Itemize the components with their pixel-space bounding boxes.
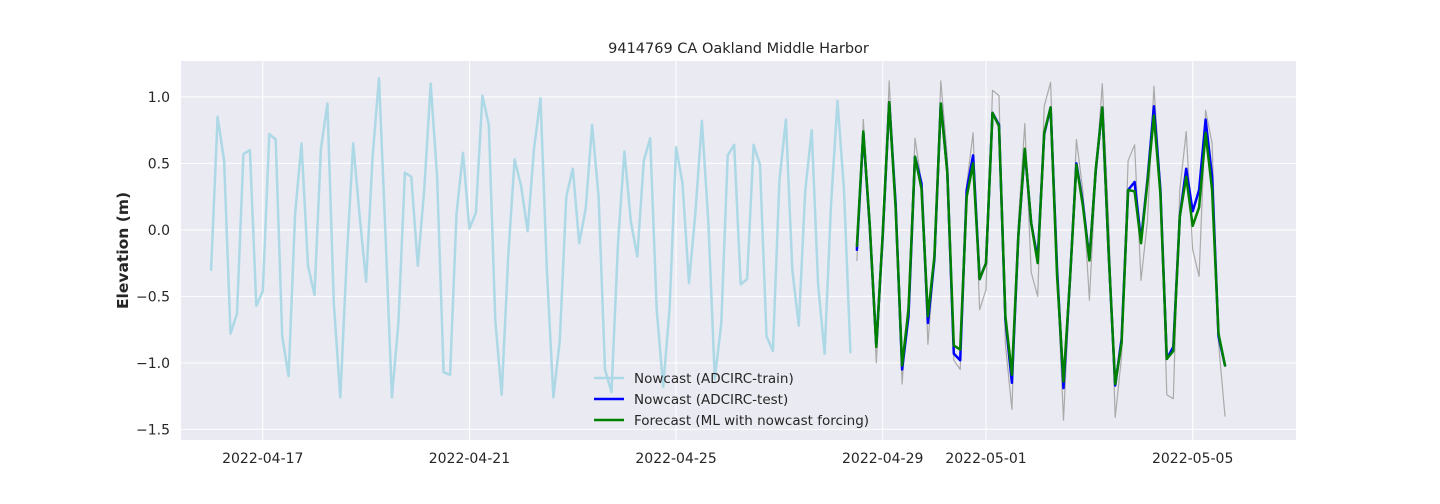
y-tick-label: 0.5: [148, 156, 170, 172]
series-layer: [209, 77, 1227, 421]
series-line-3: [855, 100, 1227, 386]
x-tick-label: 2022-04-21: [429, 451, 510, 467]
y-tick-label: 0.0: [148, 223, 170, 239]
y-tick-label: −1.5: [136, 422, 170, 438]
chart-title: 9414769 CA Oakland Middle Harbor: [608, 41, 869, 57]
series-line-0: [209, 77, 852, 399]
y-tick-label: 1.0: [148, 90, 170, 106]
legend-label: Nowcast (ADCIRC-test): [634, 392, 788, 408]
x-tick-label: 2022-05-01: [945, 451, 1026, 467]
x-tick-label: 2022-04-25: [635, 451, 716, 467]
y-tick-label: −1.0: [136, 356, 170, 372]
legend-label: Nowcast (ADCIRC-train): [634, 371, 794, 387]
legend: Nowcast (ADCIRC-train) Nowcast (ADCIRC-te…: [594, 371, 869, 429]
x-tick-label: 2022-04-29: [842, 451, 923, 467]
x-tick-label: 2022-05-05: [1152, 451, 1233, 467]
x-axis-ticks: 2022-04-17 2022-04-21 2022-04-25 2022-04-29…: [222, 451, 1233, 467]
y-tick-label: −0.5: [136, 289, 170, 305]
y-axis-ticks: −1.5 −1.0 −0.5 0.0 0.5 1.0: [136, 90, 170, 438]
x-tick-label: 2022-04-17: [222, 451, 303, 467]
y-axis-label: Elevation (m): [114, 192, 132, 309]
legend-label: Forecast (ML with nowcast forcing): [634, 413, 869, 429]
